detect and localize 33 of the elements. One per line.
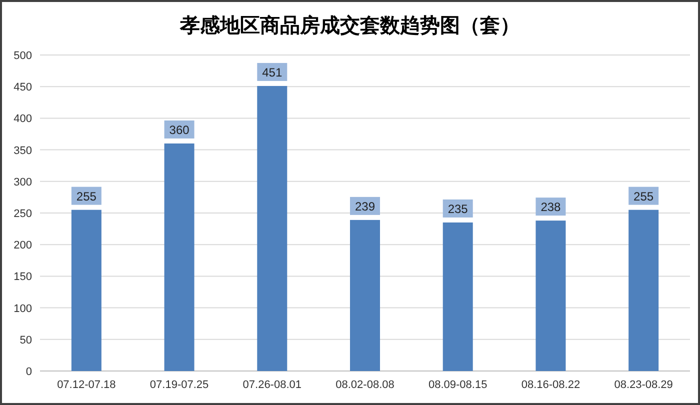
x-tick-label: 08.23-08.29 <box>614 379 673 391</box>
bar <box>442 222 473 371</box>
y-tick-label: 150 <box>14 271 32 284</box>
data-label: 239 <box>354 199 376 214</box>
bar <box>536 220 566 371</box>
x-tick-label: 07.19-07.25 <box>150 379 209 391</box>
x-tick-label: 08.09-08.15 <box>428 379 488 391</box>
x-tick-label: 08.16-08.22 <box>521 379 580 391</box>
bar <box>71 210 102 371</box>
y-tick-label: 50 <box>20 334 32 346</box>
data-label: 360 <box>169 122 190 137</box>
y-tick-label: 200 <box>14 240 32 252</box>
x-tick-label: 08.02-08.08 <box>336 379 394 391</box>
y-tick-label: 0 <box>26 366 32 378</box>
y-tick-label: 300 <box>14 176 32 188</box>
data-label: 235 <box>448 202 468 216</box>
data-label: 255 <box>634 189 654 204</box>
bar <box>257 86 288 371</box>
bar <box>164 143 194 371</box>
data-label: 255 <box>76 189 97 204</box>
bar <box>350 220 380 371</box>
y-tick-label: 500 <box>14 50 32 62</box>
x-tick-label: 07.26-08.01 <box>242 379 302 391</box>
data-label: 451 <box>262 65 282 80</box>
y-tick-label: 400 <box>14 113 32 126</box>
y-tick-label: 450 <box>14 82 32 94</box>
chart-title: 孝感地区商品房成交套数趋势图（套） <box>179 14 520 37</box>
y-tick-label: 100 <box>14 302 32 315</box>
x-tick-label: 07.12-07.18 <box>57 379 116 391</box>
y-tick-label: 250 <box>14 208 32 220</box>
data-label: 238 <box>540 200 562 214</box>
y-tick-label: 350 <box>14 144 32 157</box>
bar <box>628 210 659 371</box>
